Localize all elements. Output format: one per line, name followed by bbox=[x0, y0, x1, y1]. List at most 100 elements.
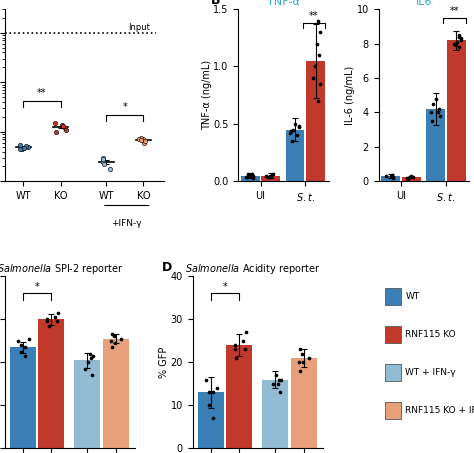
Point bbox=[106, 165, 113, 172]
Text: B: B bbox=[211, 0, 220, 6]
Point bbox=[276, 389, 283, 396]
Point bbox=[242, 173, 249, 180]
Point bbox=[277, 376, 285, 383]
Bar bbox=[291, 358, 317, 448]
Text: **: ** bbox=[449, 6, 459, 16]
Point bbox=[18, 146, 26, 153]
Text: *: * bbox=[35, 282, 39, 292]
Point bbox=[213, 385, 221, 392]
Point bbox=[16, 145, 23, 152]
Point bbox=[275, 376, 283, 383]
Point bbox=[59, 123, 67, 130]
Point bbox=[296, 359, 303, 366]
Point bbox=[108, 337, 115, 344]
Point bbox=[270, 380, 277, 387]
Point bbox=[244, 171, 251, 178]
Point bbox=[88, 371, 96, 379]
Point bbox=[45, 322, 52, 329]
Point bbox=[58, 121, 65, 128]
Point bbox=[297, 346, 304, 353]
Point bbox=[403, 174, 410, 182]
Text: $\it{Salmonella}$ SPI-2 reporter: $\it{Salmonella}$ SPI-2 reporter bbox=[0, 262, 124, 276]
Point bbox=[25, 143, 32, 150]
Point bbox=[89, 352, 97, 360]
Point bbox=[109, 331, 116, 338]
Text: **: ** bbox=[37, 88, 47, 98]
Point bbox=[457, 36, 465, 43]
Point bbox=[22, 142, 30, 149]
Point bbox=[25, 335, 33, 342]
Point bbox=[315, 17, 322, 24]
Point bbox=[51, 313, 59, 321]
Point bbox=[15, 337, 22, 344]
Bar bbox=[262, 380, 288, 448]
Point bbox=[21, 352, 28, 360]
Point bbox=[436, 112, 444, 120]
Point bbox=[410, 173, 417, 180]
Point bbox=[17, 342, 25, 349]
Bar bbox=[241, 176, 260, 181]
Text: WT + IFN-γ: WT + IFN-γ bbox=[405, 368, 456, 377]
Point bbox=[267, 172, 274, 179]
Point bbox=[274, 380, 282, 387]
Point bbox=[209, 414, 217, 422]
Point bbox=[296, 367, 304, 375]
Point bbox=[109, 344, 116, 351]
Point bbox=[455, 43, 463, 51]
Point bbox=[99, 158, 107, 165]
Bar bbox=[10, 347, 36, 448]
Y-axis label: TNF-α (ng/mL): TNF-α (ng/mL) bbox=[202, 60, 212, 130]
Point bbox=[54, 318, 61, 325]
Point bbox=[82, 365, 89, 372]
Point bbox=[389, 173, 397, 181]
Point bbox=[287, 130, 294, 137]
Point bbox=[21, 344, 29, 351]
Text: **: ** bbox=[309, 11, 319, 21]
Y-axis label: IL-6 (ng/mL): IL-6 (ng/mL) bbox=[345, 66, 356, 125]
Point bbox=[287, 127, 294, 135]
Point bbox=[99, 155, 107, 163]
Bar bbox=[306, 61, 325, 181]
Point bbox=[52, 120, 59, 127]
Point bbox=[434, 109, 442, 116]
Point bbox=[317, 29, 324, 36]
Point bbox=[111, 339, 119, 347]
Point bbox=[52, 128, 60, 135]
Point bbox=[84, 359, 91, 366]
Point bbox=[436, 106, 443, 113]
Point bbox=[246, 172, 254, 179]
Point bbox=[305, 354, 312, 361]
Point bbox=[202, 376, 210, 383]
Y-axis label: % GFP: % GFP bbox=[159, 347, 169, 378]
Point bbox=[249, 172, 256, 179]
Bar bbox=[402, 177, 420, 181]
Point bbox=[288, 138, 296, 145]
Point bbox=[294, 132, 301, 139]
Text: *: * bbox=[223, 282, 228, 292]
Bar bbox=[198, 392, 224, 448]
Point bbox=[272, 371, 280, 379]
Point bbox=[88, 354, 95, 361]
Point bbox=[299, 350, 306, 357]
Point bbox=[205, 389, 212, 396]
Point bbox=[454, 38, 461, 45]
Text: Input: Input bbox=[128, 23, 150, 32]
Point bbox=[242, 328, 250, 336]
Point bbox=[390, 174, 397, 182]
Point bbox=[21, 144, 28, 151]
FancyBboxPatch shape bbox=[385, 402, 401, 419]
Point bbox=[232, 342, 239, 349]
Point bbox=[44, 316, 51, 323]
Text: RNF115 KO + IFN-γ: RNF115 KO + IFN-γ bbox=[405, 406, 474, 415]
Point bbox=[310, 74, 317, 82]
Point bbox=[264, 173, 272, 180]
Point bbox=[432, 95, 440, 102]
Bar bbox=[38, 319, 64, 448]
Point bbox=[140, 139, 147, 146]
Point bbox=[262, 172, 270, 179]
Point bbox=[16, 141, 23, 148]
Point bbox=[231, 346, 238, 353]
FancyBboxPatch shape bbox=[385, 364, 401, 381]
Point bbox=[407, 173, 415, 180]
Point bbox=[429, 100, 437, 107]
